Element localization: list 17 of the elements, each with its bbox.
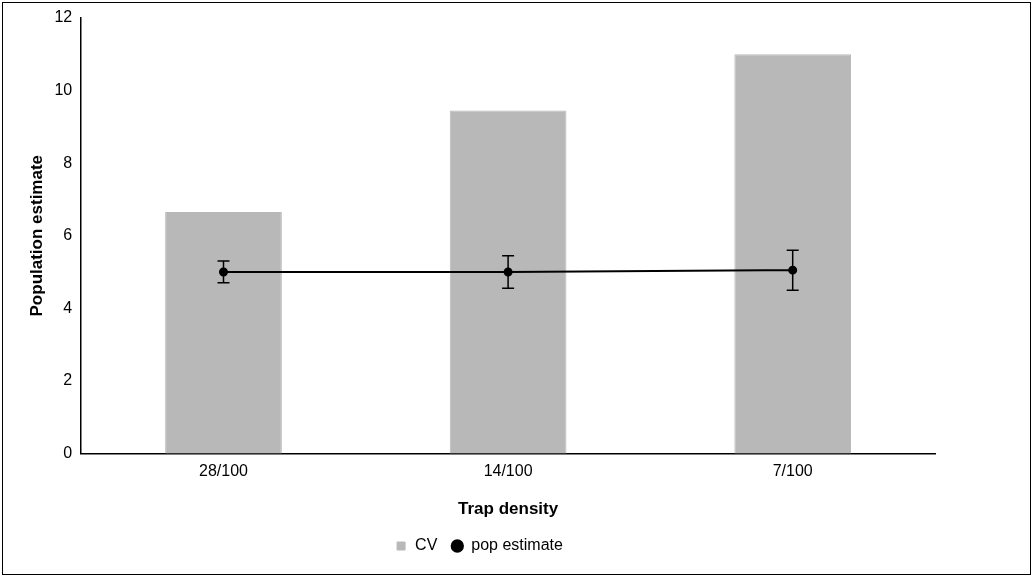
x-axis-title: Trap density [458, 499, 559, 519]
y-tick-label: 2 [63, 371, 73, 389]
x-tick-label: 14/100 [483, 462, 533, 480]
y-tick-label: 0 [63, 443, 73, 461]
legend-label: pop estimate [471, 536, 564, 554]
bar [449, 110, 567, 454]
y-tick-label: 10 [54, 80, 73, 98]
y-axis-title: Population estimate [26, 154, 46, 317]
x-tick-label: 7/100 [772, 462, 813, 480]
x-tick-label: 28/100 [199, 462, 249, 480]
bar [165, 212, 282, 454]
bar [734, 54, 852, 454]
y-tick-label: 4 [63, 298, 73, 316]
y-tick-label: 12 [54, 8, 73, 26]
y-tick-label: 6 [63, 226, 73, 244]
y-tick-label: 8 [63, 153, 73, 171]
legend-label: CV [415, 536, 438, 554]
